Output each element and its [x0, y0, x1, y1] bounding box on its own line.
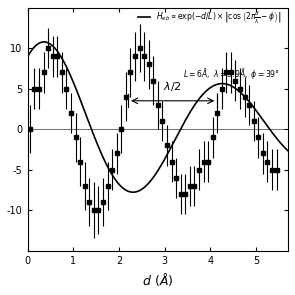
Text: $L=6\AA,\ \lambda=3.9\AA,\ \phi=39°$: $L=6\AA,\ \lambda=3.9\AA,\ \phi=39°$: [183, 66, 280, 81]
X-axis label: $d$ $(\AA)$: $d$ $(\AA)$: [142, 271, 173, 288]
Legend: $H_{eb} \propto \exp(-d/L) \times \left|\cos\left(2\pi\frac{d}{\lambda}-\phi\rig: $H_{eb} \propto \exp(-d/L) \times \left|…: [135, 6, 284, 29]
Text: $\lambda/2$: $\lambda/2$: [163, 80, 182, 93]
